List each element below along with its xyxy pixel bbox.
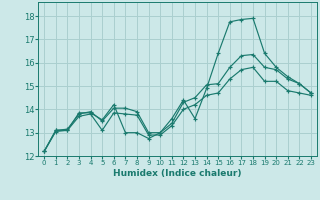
X-axis label: Humidex (Indice chaleur): Humidex (Indice chaleur)	[113, 169, 242, 178]
